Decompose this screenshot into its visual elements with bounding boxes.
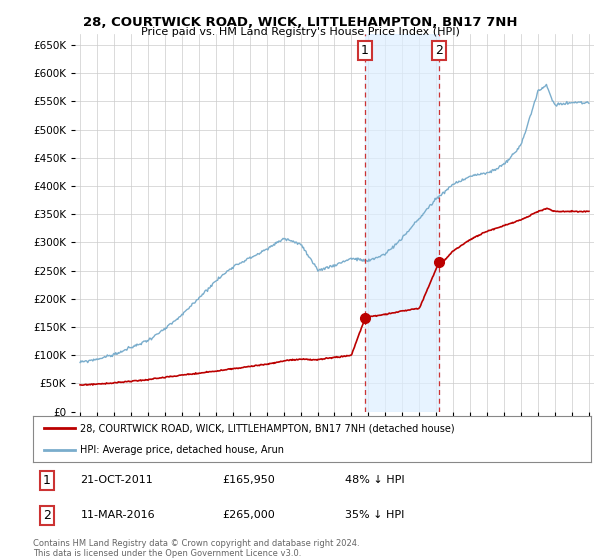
- Bar: [365, 34, 439, 412]
- Text: 11-MAR-2016: 11-MAR-2016: [80, 510, 155, 520]
- Text: 48% ↓ HPI: 48% ↓ HPI: [346, 475, 405, 485]
- Text: 28, COURTWICK ROAD, WICK, LITTLEHAMPTON, BN17 7NH (detached house): 28, COURTWICK ROAD, WICK, LITTLEHAMPTON,…: [80, 423, 455, 433]
- Text: 21-OCT-2011: 21-OCT-2011: [80, 475, 153, 485]
- Text: Price paid vs. HM Land Registry's House Price Index (HPI): Price paid vs. HM Land Registry's House …: [140, 27, 460, 37]
- Text: 1: 1: [361, 44, 369, 57]
- Text: HPI: Average price, detached house, Arun: HPI: Average price, detached house, Arun: [80, 445, 284, 455]
- Text: 35% ↓ HPI: 35% ↓ HPI: [346, 510, 405, 520]
- Text: 1: 1: [43, 474, 51, 487]
- Text: 28, COURTWICK ROAD, WICK, LITTLEHAMPTON, BN17 7NH: 28, COURTWICK ROAD, WICK, LITTLEHAMPTON,…: [83, 16, 517, 29]
- Text: Contains HM Land Registry data © Crown copyright and database right 2024.
This d: Contains HM Land Registry data © Crown c…: [33, 539, 359, 558]
- Text: £165,950: £165,950: [223, 475, 275, 485]
- Text: 2: 2: [435, 44, 443, 57]
- Text: 2: 2: [43, 508, 51, 522]
- Text: £265,000: £265,000: [223, 510, 275, 520]
